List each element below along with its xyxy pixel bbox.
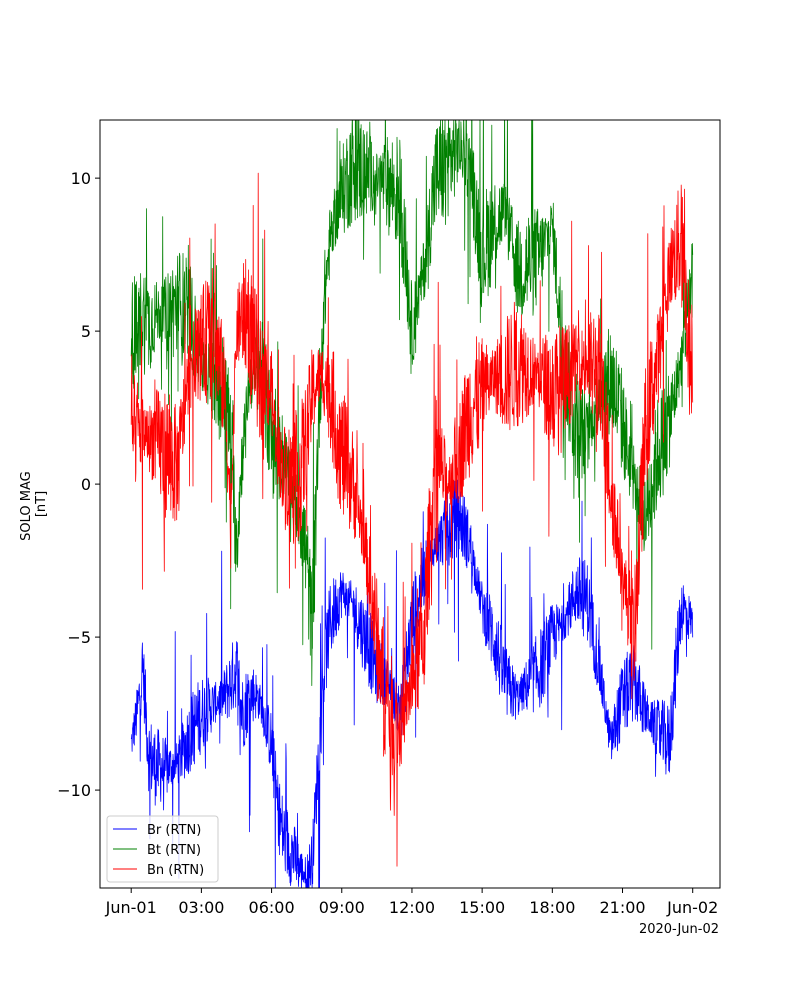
y-axis-label-line-1: SOLO MAG (19, 471, 34, 541)
y-axis: 10 5 0 −5 −10 (57, 169, 100, 800)
y-tick-label: −5 (67, 628, 91, 647)
y-tick-label: 0 (81, 475, 91, 494)
x-tick-label: 06:00 (249, 898, 295, 917)
y-axis-label: SOLO MAG [nT] (19, 467, 49, 541)
legend-entry: Bt (RTN) (147, 843, 201, 858)
x-tick-label: 18:00 (529, 898, 575, 917)
x-tick-label: Jun-01 (105, 898, 157, 917)
y-axis-label-line-2: [nT] (34, 491, 49, 517)
y-tick-label: −10 (57, 781, 91, 800)
x-tick-label: 09:00 (319, 898, 365, 917)
plot-frame (99, 119, 721, 889)
x-axis-offset-label: 2020-Jun-02 (639, 922, 719, 937)
legend-entry: Br (RTN) (147, 823, 201, 838)
legend-box (106, 815, 219, 883)
x-tick-label: 12:00 (389, 898, 435, 917)
x-tick-label: 03:00 (178, 898, 224, 917)
legend: Br (RTN) Bt (RTN) Bn (RTN) (106, 815, 219, 883)
x-axis: Jun-01 03:00 06:00 09:00 12:00 15:00 18:00 21:0… (105, 888, 718, 917)
y-tick-label: 10 (71, 169, 91, 188)
y-tick-label: 5 (81, 322, 91, 341)
x-tick-label: 15:00 (459, 898, 505, 917)
x-tick-label: Jun-02 (666, 898, 718, 917)
series-line-bn (130, 172, 694, 867)
x-tick-label: 21:00 (599, 898, 645, 917)
series-layer (130, 120, 694, 888)
legend-entry: Bn (RTN) (147, 863, 204, 878)
